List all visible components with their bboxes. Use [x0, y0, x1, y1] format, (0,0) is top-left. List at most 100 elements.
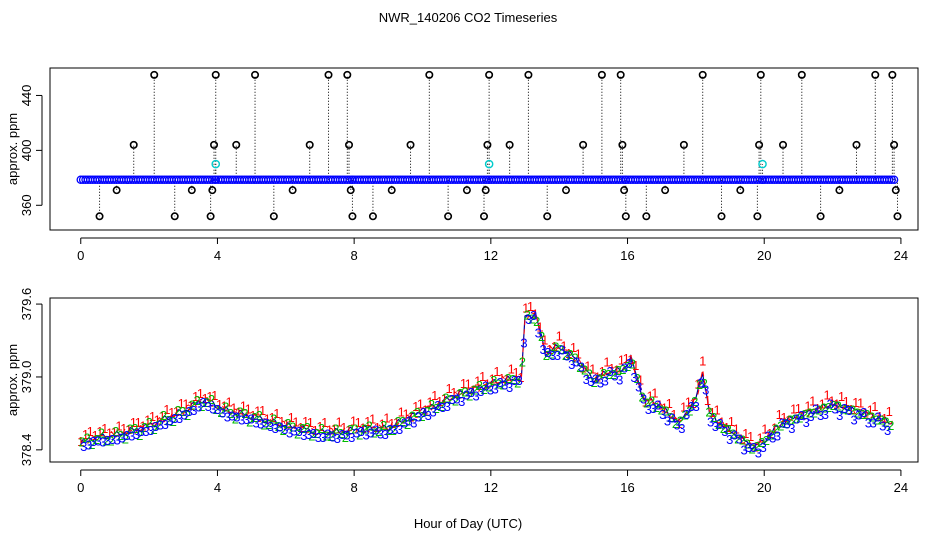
series-2-marker: 2: [418, 409, 425, 424]
outlier-point: [579, 140, 588, 149]
series-2-marker: 2: [543, 348, 550, 363]
series-3-marker: 3: [358, 424, 365, 439]
series-2-marker: 2: [394, 414, 401, 429]
series-1-marker: 1: [718, 414, 725, 429]
series-2-marker: 2: [681, 408, 688, 423]
series-2-marker: 2: [107, 433, 114, 448]
series-3-marker: 3: [90, 434, 97, 449]
series-2-marker: 2: [791, 412, 798, 427]
series-2-marker: 2: [734, 432, 741, 447]
series-1-marker: 1: [847, 402, 854, 417]
series-3-marker: 3: [343, 428, 350, 443]
outlier-point: [736, 186, 745, 195]
series-2-marker: 2: [705, 405, 712, 420]
bottom-x-tick-label: 8: [351, 480, 358, 495]
series-2-marker: 2: [260, 417, 267, 432]
series-2-marker: 2: [203, 395, 210, 410]
series-1-marker: 1: [192, 389, 199, 404]
series-3-marker: 3: [812, 402, 819, 417]
outlier-point: [816, 212, 825, 221]
series-2-marker: 2: [184, 408, 191, 423]
series-2-marker: 2: [528, 312, 535, 327]
series-3-marker: 3: [401, 415, 408, 430]
series-1-marker: 1: [178, 396, 185, 411]
series-2-marker: 2: [562, 348, 569, 363]
series-2-marker: 2: [457, 386, 464, 401]
outlier-point: [661, 186, 670, 195]
series-1-marker: 1: [82, 427, 89, 442]
series-1-marker: 1: [335, 414, 342, 429]
series-1-marker: 1: [135, 415, 142, 430]
series-1-marker: 1: [374, 420, 381, 435]
series-1-marker: 1: [139, 418, 146, 433]
series-3-marker: 3: [162, 417, 169, 432]
series-1-marker: 1: [350, 414, 357, 429]
series-3-marker: 3: [415, 410, 422, 425]
series-2-marker: 2: [629, 357, 636, 372]
series-1-marker: 1: [642, 394, 649, 409]
series-1-marker: 1: [393, 415, 400, 430]
outlier-point: [305, 140, 314, 149]
series-1-marker: 1: [546, 342, 553, 357]
series-3-marker: 3: [315, 430, 322, 445]
series-3-marker: 3: [611, 368, 618, 383]
outlier-point: [232, 140, 241, 149]
outlier-point: [642, 212, 651, 221]
series-3-marker: 3: [329, 429, 336, 444]
outlier-point: [206, 212, 215, 221]
series-2-marker: 2: [313, 426, 320, 441]
baseline-point: [208, 175, 217, 185]
series-3-marker: 3: [850, 413, 857, 428]
series-2-marker: 2: [447, 392, 454, 407]
series-1-marker: 1: [484, 376, 491, 391]
series-2-marker: 2: [93, 432, 100, 447]
series-3-marker: 3: [477, 384, 484, 399]
series-1-marker: 1: [307, 415, 314, 430]
series-1-marker: 1: [455, 387, 462, 402]
series-1-marker: 1: [551, 339, 558, 354]
series-3-marker: 3: [104, 433, 111, 448]
series-1-marker: 1: [201, 391, 208, 406]
bottom-x-tick-label: 4: [214, 480, 221, 495]
series-2-marker: 2: [605, 367, 612, 382]
series-3-marker: 3: [276, 420, 283, 435]
series-2-marker: 2: [308, 429, 315, 444]
series-1-marker: 1: [498, 371, 505, 386]
series-1-marker: 1: [206, 389, 213, 404]
series-2-marker: 2: [490, 373, 497, 388]
series-3-marker: 3: [779, 416, 786, 431]
series-3-marker: 3: [774, 428, 781, 443]
outlier-point: [345, 140, 354, 149]
series-1-marker: 1: [450, 385, 457, 400]
series-1-marker: 1: [149, 409, 156, 424]
series-1-marker: 1: [230, 401, 237, 416]
series-3-marker: 3: [563, 349, 570, 364]
outlier-point: [756, 70, 765, 79]
series-3-marker: 3: [683, 407, 690, 422]
series-2-marker: 2: [581, 363, 588, 378]
series-2-marker: 2: [701, 376, 708, 391]
series-1-marker: 1: [249, 408, 256, 423]
series-2-marker: 2: [768, 428, 775, 443]
outlier-point: [485, 70, 494, 79]
series-3-marker: 3: [559, 343, 566, 358]
series-3-marker: 3: [429, 405, 436, 420]
series-2-marker: 2: [361, 422, 368, 437]
outlier-point: [251, 70, 260, 79]
series-2-marker: 2: [552, 339, 559, 354]
series-1-marker: 1: [225, 395, 232, 410]
series-3-marker: 3: [353, 426, 360, 441]
series-1-marker: 1: [666, 396, 673, 411]
series-2-marker: 2: [246, 415, 253, 430]
series-1-marker: 1: [465, 377, 472, 392]
series-3-marker: 3: [530, 308, 537, 323]
series-2-marker: 2: [160, 408, 167, 423]
series-2-marker: 2: [299, 421, 306, 436]
series-3-marker: 3: [386, 422, 393, 437]
outlier-point: [479, 212, 488, 221]
series-3-marker: 3: [721, 424, 728, 439]
series-2-marker: 2: [409, 409, 416, 424]
series-1-marker: 1: [838, 389, 845, 404]
outlier-point: [112, 186, 121, 195]
series-1-marker: 1: [723, 420, 730, 435]
